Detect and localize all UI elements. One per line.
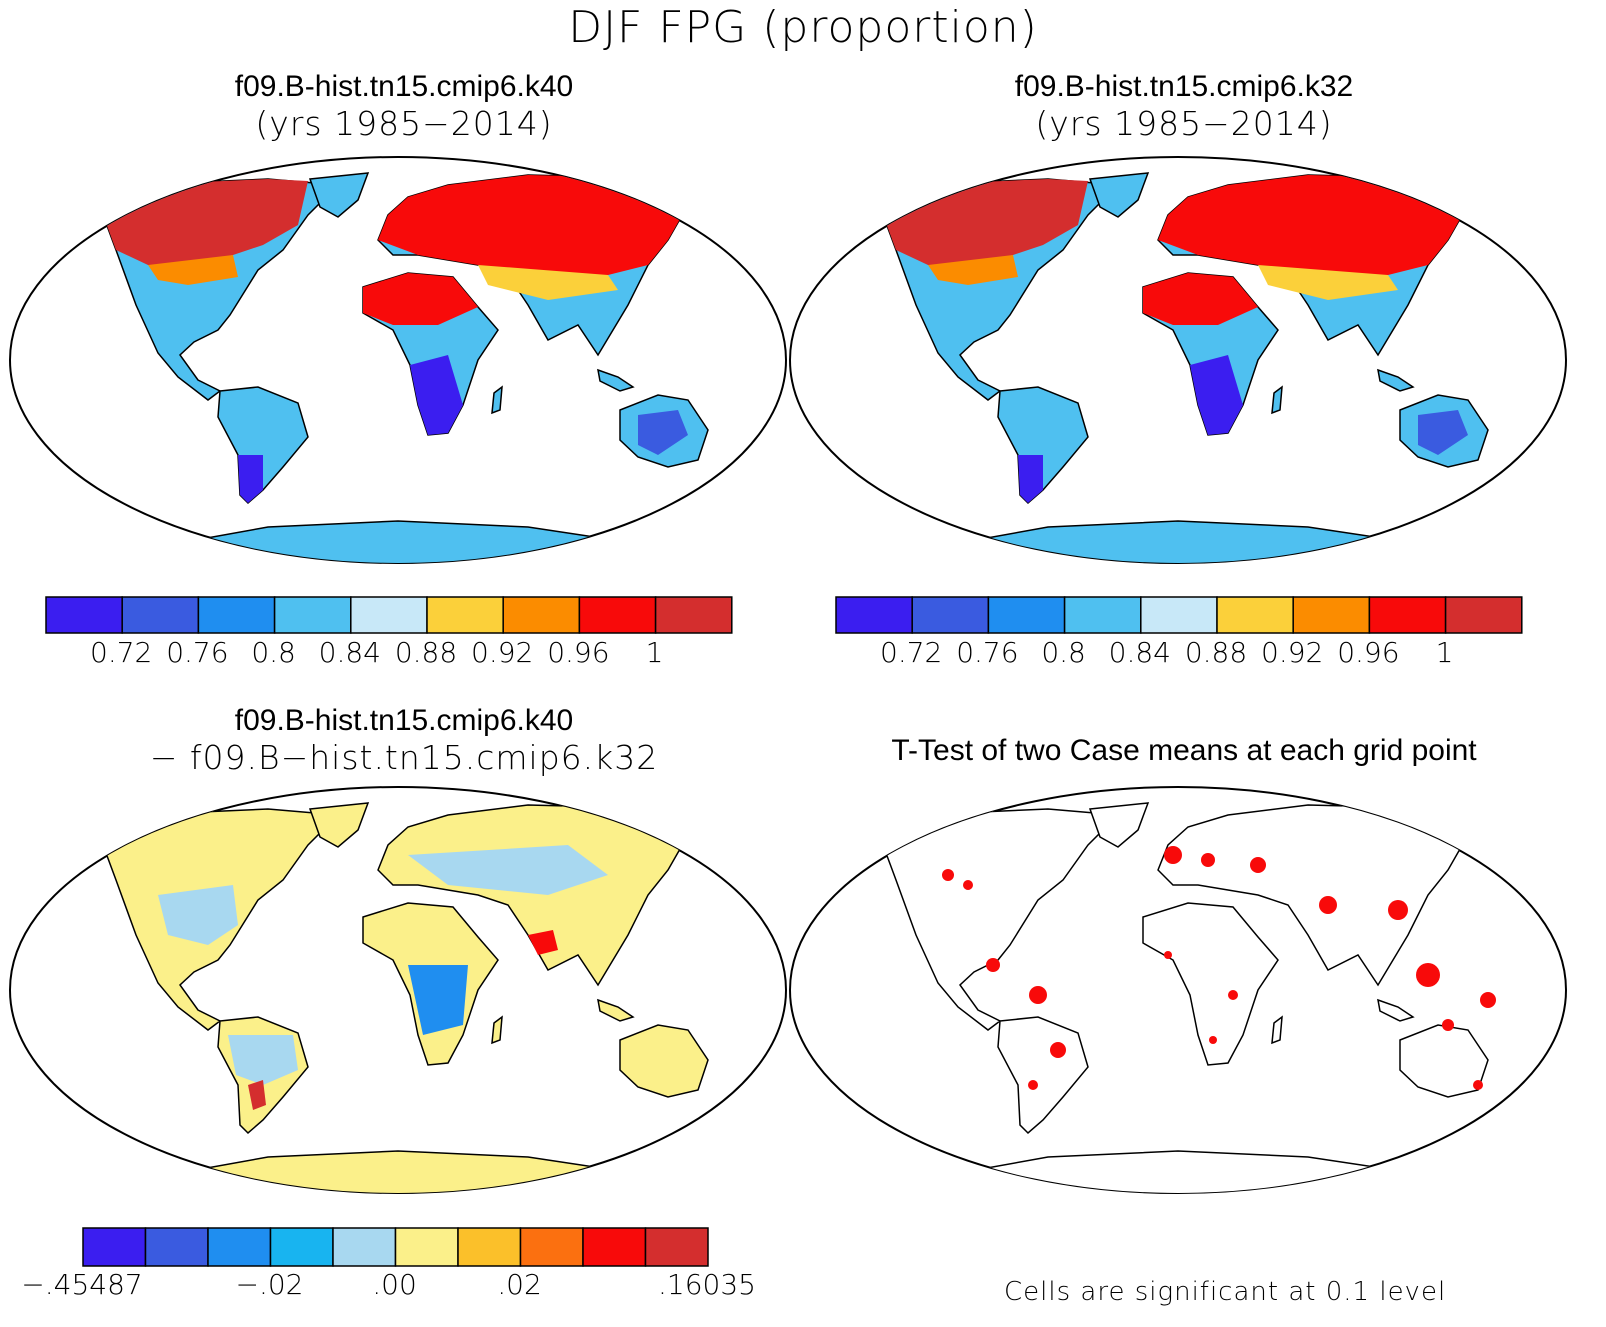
colorbar-k32 <box>835 596 1523 634</box>
colorbar-swatch <box>45 596 123 634</box>
colorbar-swatch <box>207 1227 272 1267</box>
colorbar-swatch <box>197 596 276 634</box>
colorbar-swatch <box>121 596 200 634</box>
sa-low <box>238 455 263 503</box>
panel-title-line1: T-Test of two Case means at each grid po… <box>891 734 1477 767</box>
diff-orange-sa <box>248 1080 266 1110</box>
australia-low <box>638 410 688 455</box>
colorbar-swatch <box>1140 596 1218 634</box>
colorbar-tick-label: 0.92 <box>471 636 534 669</box>
map-k32 <box>789 156 1567 564</box>
colorbar-swatch <box>987 596 1066 634</box>
colorbar-tick-label: 0.96 <box>547 636 610 669</box>
colorbar-swatch <box>835 596 913 634</box>
panel-title-line2: (yrs 1985−2014) <box>1035 104 1333 143</box>
colorbar-swatches <box>835 596 1523 634</box>
africa-low <box>1190 355 1243 435</box>
colorbar-tick-label: 0.76 <box>166 636 229 669</box>
colorbar-k40 <box>45 596 733 634</box>
colorbar-tick-label: 0.84 <box>318 636 381 669</box>
colorbar-tick-label: 0.92 <box>1261 636 1324 669</box>
colorbar-swatch <box>269 1227 334 1267</box>
colorbar-swatch <box>502 596 581 634</box>
panel-title-ttest: T-Test of two Case means at each grid po… <box>794 734 1574 768</box>
colorbar-tick-label: 0.8 <box>251 636 296 669</box>
colorbar-tick-label: 0.88 <box>394 636 458 669</box>
colorbar-swatch <box>1216 596 1294 634</box>
colorbar-swatch <box>350 596 428 634</box>
colorbar-swatch <box>1292 596 1371 634</box>
colorbar-tick-label: −.02 <box>235 1268 304 1301</box>
colorbar-tick-label: 1 <box>1435 636 1454 669</box>
colorbar-tick-label: 0.96 <box>1337 636 1400 669</box>
eurasia-high-fpg <box>378 175 688 285</box>
sa-low <box>1018 455 1043 503</box>
colorbar-tick-label: .16035 <box>658 1268 756 1301</box>
colorbar-tick-label: .00 <box>372 1268 417 1301</box>
africa-low <box>410 355 463 435</box>
colorbar-swatch <box>578 596 657 634</box>
colorbar-tick-label: 0.84 <box>1108 636 1171 669</box>
colorbar-swatch <box>457 1227 522 1267</box>
colorbar-swatch <box>644 1227 709 1267</box>
panel-title-line1: f09.B-hist.tn15.cmip6.k40 <box>234 70 574 103</box>
colorbar-swatch <box>332 1227 397 1267</box>
colorbar-tick-label: 0.76 <box>956 636 1019 669</box>
colorbar-swatch <box>1368 596 1447 634</box>
diff-blue-sa <box>228 1035 298 1085</box>
colorbar-swatch <box>519 1227 584 1267</box>
diff-blue-af <box>408 965 468 1035</box>
colorbar-tick-label: 1 <box>645 636 664 669</box>
band-yellow <box>478 265 618 300</box>
sahara-high-fpg <box>1143 273 1258 325</box>
colorbar-swatch <box>1444 596 1523 634</box>
colorbar-swatch <box>394 1227 459 1267</box>
eurasia-high-fpg <box>1158 175 1468 285</box>
colorbar-swatch <box>426 596 504 634</box>
diff-red-india <box>528 930 558 955</box>
panel-title-line1: f09.B-hist.tn15.cmip6.k40 <box>234 704 574 737</box>
panel-title-line1: f09.B-hist.tn15.cmip6.k32 <box>1014 70 1354 103</box>
colorbar-swatch <box>1063 596 1142 634</box>
colorbar-swatch <box>144 1227 209 1267</box>
colorbar-swatch <box>82 1227 147 1267</box>
colorbar-swatch <box>654 596 733 634</box>
sahara-high-fpg <box>363 273 478 325</box>
map-diff <box>9 786 787 1194</box>
panel-title-line2: (yrs 1985−2014) <box>255 104 553 143</box>
colorbar-tick-label: 0.88 <box>1184 636 1248 669</box>
band-orange <box>928 255 1018 285</box>
significance-note: Cells are significant at 0.1 level <box>1004 1277 1447 1307</box>
colorbar-swatches <box>82 1227 709 1267</box>
panel-title-diff: f09.B-hist.tn15.cmip6.k40 − f09.B−hist.t… <box>14 704 794 777</box>
colorbar-tick-label: 0.72 <box>880 636 943 669</box>
map-k40 <box>9 156 787 564</box>
australia-low <box>1418 410 1468 455</box>
colorbar-tick-label: 0.72 <box>90 636 153 669</box>
colorbar-swatch <box>273 596 352 634</box>
colorbar-swatch <box>582 1227 647 1267</box>
map-ttest <box>789 786 1567 1194</box>
significant-cells <box>942 846 1496 1090</box>
colorbar-tick-label: .02 <box>497 1268 542 1301</box>
band-orange <box>148 255 238 285</box>
colorbar-tick-label: −.45487 <box>21 1268 143 1301</box>
colorbar-swatch <box>911 596 990 634</box>
colorbar-swatches <box>45 596 733 634</box>
band-yellow <box>1258 265 1398 300</box>
diff-blue-na <box>158 885 238 945</box>
panel-title-k40: f09.B-hist.tn15.cmip6.k40 (yrs 1985−2014… <box>14 70 794 143</box>
panel-title-k32: f09.B-hist.tn15.cmip6.k32 (yrs 1985−2014… <box>794 70 1574 143</box>
panel-title-line2: − f09.B−hist.tn15.cmip6.k32 <box>149 738 659 777</box>
figure-title: DJF FPG (proportion) <box>568 2 1038 53</box>
diff-blue-eu <box>408 845 608 895</box>
colorbar-tick-label: 0.8 <box>1041 636 1086 669</box>
colorbar-diff <box>82 1227 709 1267</box>
